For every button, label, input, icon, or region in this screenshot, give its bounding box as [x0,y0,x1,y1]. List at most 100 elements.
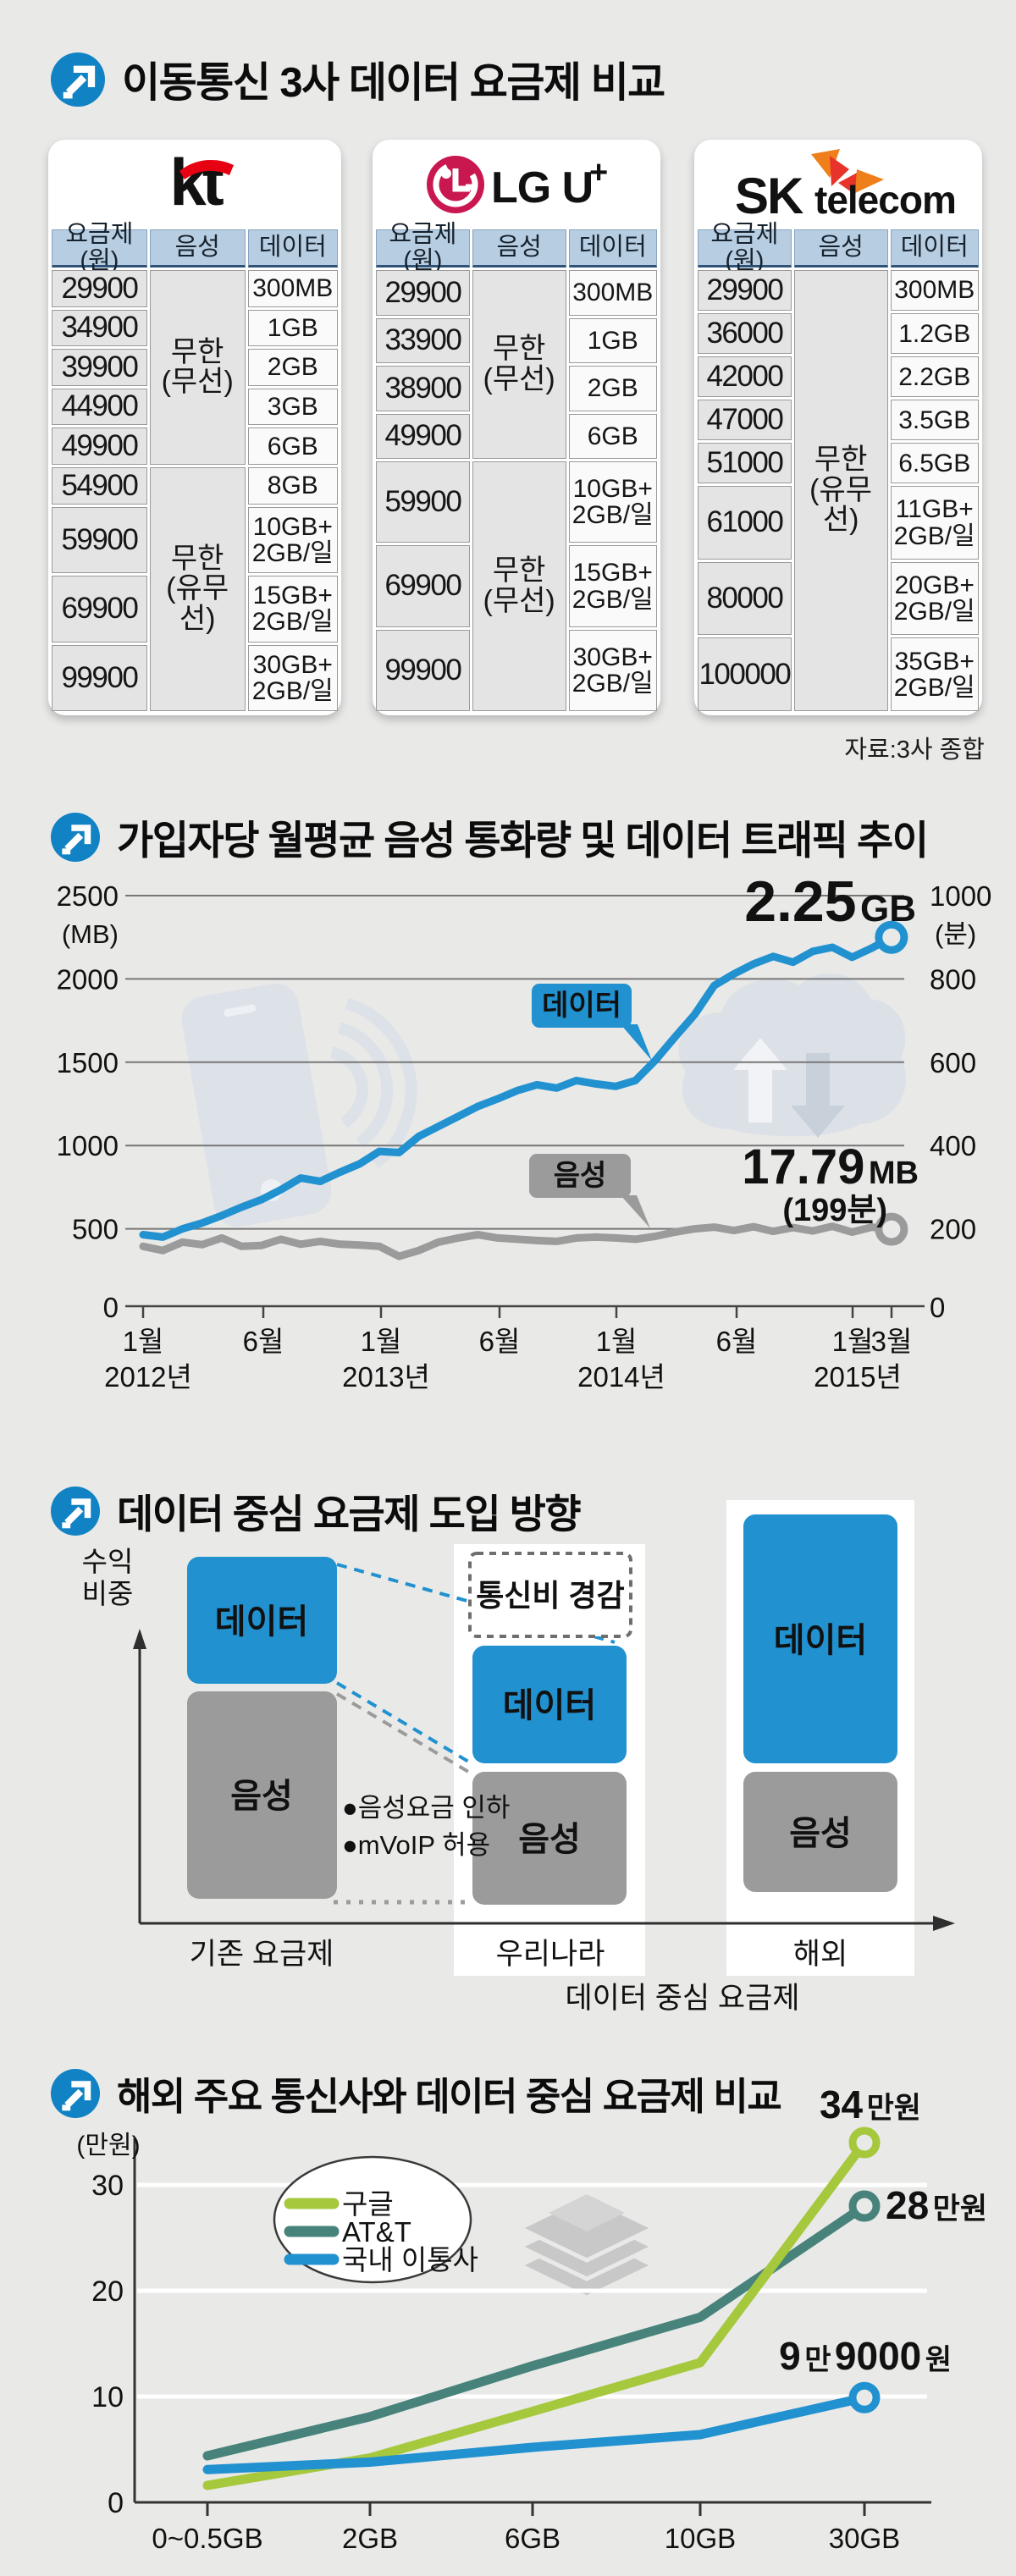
kt-plan-card: kt 요금제(원) 음성 데이터 29900 34900 39900 44900 49900 5… [48,140,341,715]
y-axis-tick: 0 [108,2487,124,2519]
x-tick-month: 3월 [871,1326,913,1357]
price-cell: 69900 [376,545,470,627]
data-cell: 1GB [247,309,338,347]
data-cell: 2.2GB [890,356,979,398]
chart-plot: 0 500 1000 1500 2000 2500 (MB) 0 200 400 600 800 100… [57,880,992,1393]
lgu-logo: LG U + [373,140,660,229]
data-cell: 2GB [568,366,657,411]
AT&T-end-marker [848,2190,881,2222]
price-cell: 99900 [376,629,470,711]
data-cell: 1GB [568,317,657,364]
chart-callouts: 데이터 음성 2.25 GB 17.79 MB (199분) [529,872,919,1228]
price-cell: 44900 [52,388,147,426]
x-tick-year: 2015년 [814,1361,902,1393]
voice-cell: 무한 (무선) [149,270,246,465]
price-cell: 51000 [698,443,792,484]
data-end-annotation: 2.25 GB [744,872,916,934]
svg-text:LG U: LG U [491,163,593,212]
skt-plan-table: 요금제(원) 음성 데이터 29900 36000 42000 47000 51000 6100… [694,222,982,715]
left-axis-tick: 2500 [57,880,119,912]
banknotes-watermark [515,2193,659,2300]
price-cell: 99900 [52,644,147,711]
AT&T-line [202,2201,870,2461]
국내 이통사-line [202,2392,870,2474]
left-axis-tick: 1500 [57,1047,119,1078]
cost-reduction-box [468,1552,632,1638]
price-cell: 49900 [52,427,147,465]
data-cell: 6GB [568,413,657,460]
data-cell: 300MB [247,270,338,307]
th-cell: 요금제(원) [698,222,792,273]
svg-text:음성: 음성 [518,1821,581,1858]
data-series-label: 데이터 [542,990,621,1022]
data-cell: 30GB+ 2GB/일 [247,644,338,711]
price-cell: 47000 [698,400,792,441]
y-axis-label: 수익 [82,1546,134,1577]
data-cell: 3.5GB [890,400,979,441]
group-label-overseas: 해외 [793,1938,848,1971]
price-cell: 34900 [52,309,147,347]
x-axis-category: 0~0.5GB [152,2523,262,2554]
data-cell: 15GB+ 2GB/일 [568,545,657,627]
y-axis-tick: 10 [91,2381,124,2413]
lgu-plan-table: 요금제(원) 음성 데이터 29900 33900 38900 49900 59900 6990… [373,222,660,715]
x-tick-month: 1월 [832,1326,874,1357]
price-cell: 29900 [698,270,792,312]
kt-logo: kt [48,140,341,229]
data-cell: 35GB+ 2GB/일 [890,637,979,711]
th-cell: 음성 [149,229,246,268]
traffic-trend-chart: 0 500 1000 1500 2000 2500 (MB) 0 200 400 600 800 100… [57,872,992,1393]
svg-text:음성: 음성 [789,1815,852,1852]
group-label-korea: 우리나라 [496,1938,605,1971]
x-tick-year: 2014년 [577,1361,665,1393]
th-cell: 데이터 [247,229,338,268]
price-cell: 80000 [698,561,792,636]
section3-header: 데이터 중심 요금제 도입 방향 [51,1481,582,1540]
x-tick-month: 1월 [123,1326,164,1357]
arrow-badge-icon [51,812,100,862]
voice-cell: 무한 (무선) [472,461,566,711]
voice-end-annotation: 17.79 MB [742,1139,919,1194]
data-cell: 3GB [247,388,338,426]
svg-text:+: + [589,155,608,190]
price-cell: 36000 [698,313,792,355]
데이터-line [139,933,896,1241]
bullet-note: ●mVoIP 허용 [342,1830,490,1860]
svg-text:통신비 경감: 통신비 경감 [476,1578,625,1613]
price-cell: 69900 [52,576,147,643]
chart-legend-and-labels: 구글 AT&T 국내 이통사 34 만원 28 만원 9 만 9000 원 [273,2082,987,2378]
x-axis-category: 6GB [505,2523,560,2554]
구글-end-marker [848,2126,881,2159]
y-axis-tick: 30 [91,2170,124,2202]
데이터-end-marker [875,920,908,954]
skt-plan-card: SK telecom 요금제(원) 음성 데이터 29900 36000 42000 470… [694,140,982,715]
voice-cell: 무한 (유무선) [149,466,246,711]
svg-text:SK: SK [735,168,803,224]
left-axis-tick: 1000 [57,1130,119,1161]
x-axis-category: 10GB [665,2523,736,2554]
y-axis-tick: 20 [91,2275,124,2308]
data-cell: 2GB [247,349,338,386]
svg-text:데이터: 데이터 [503,1687,596,1724]
price-cell: 33900 [376,317,470,364]
svg-text:데이터: 데이터 [215,1603,308,1641]
lgu-plan-card: LG U + 요금제(원) 음성 데이터 29900 33900 38900 49900 59… [373,140,660,715]
data-cell: 20GB+ 2GB/일 [890,561,979,636]
국내 이통사-end-marker [848,2381,881,2413]
source-note: 자료:3사 종합 [844,736,985,764]
price-cell: 39900 [52,349,147,386]
price-cell: 49900 [376,413,470,460]
svg-text:데이터: 데이터 [774,1622,867,1659]
kt-plan-table: 요금제(원) 음성 데이터 29900 34900 39900 44900 49900 5490… [48,222,341,715]
legend-ellipse [273,2155,472,2284]
svg-text:kt: kt [169,149,224,219]
att-end-label: 28 만원 [886,2183,987,2227]
right-axis-tick: 800 [930,963,976,995]
th-cell: 음성 [472,229,566,268]
data-cell: 1.2GB [890,313,979,355]
price-cell: 29900 [376,270,470,316]
legend-label-att: AT&T [342,2216,411,2248]
x-tick-month: 6월 [479,1326,521,1357]
section2-header: 가입자당 월평균 음성 통화량 및 데이터 트래픽 추이 [51,808,929,866]
